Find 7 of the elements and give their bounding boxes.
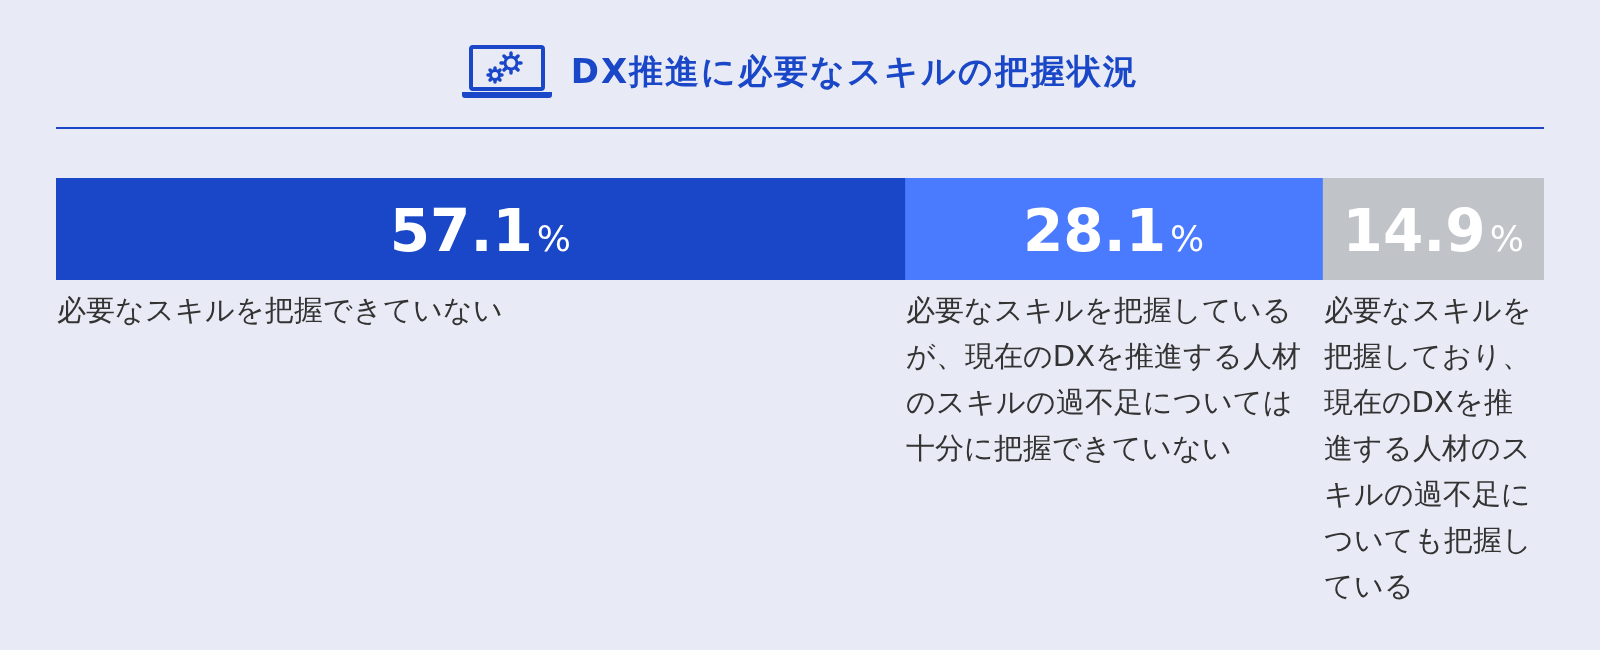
series-label: 必要なスキルを把握できていない <box>57 293 503 328</box>
data-label: 28.1% <box>1023 197 1205 265</box>
series-label: 必要なスキルを把握しており、現在のDXを推進する人材のスキルの過不足についても把握している <box>1323 293 1532 604</box>
data-label: 14.9% <box>1342 197 1524 265</box>
chart-title: DX推進に必要なスキルの把握状況 <box>570 50 1140 93</box>
data-label: 57.1% <box>389 197 572 265</box>
series-label: 必要なスキルを把握しているが、現在のDXを推進する人材のスキルの過不足については十分に把握できていない <box>905 293 1301 466</box>
